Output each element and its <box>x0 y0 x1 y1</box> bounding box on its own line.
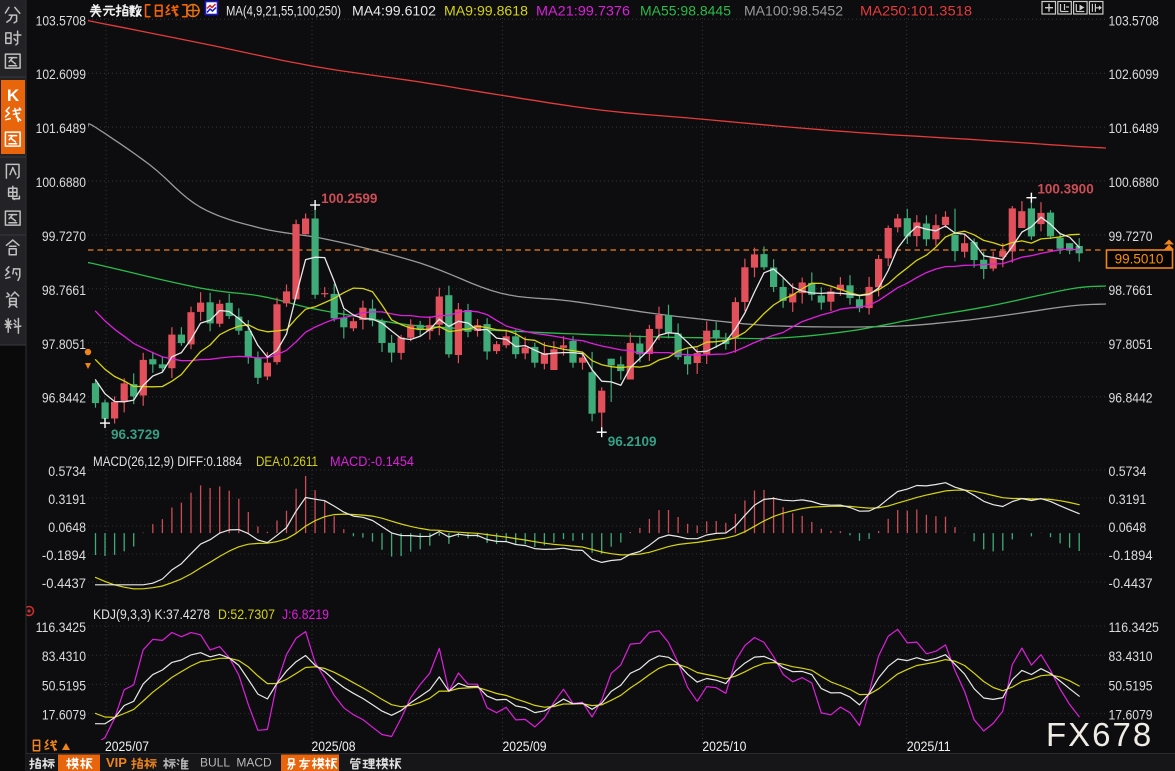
svg-text:96.3729: 96.3729 <box>111 427 160 442</box>
svg-text:2025/07: 2025/07 <box>105 738 149 754</box>
svg-text:MACD:-0.1454: MACD:-0.1454 <box>330 454 414 469</box>
svg-text:17.6079: 17.6079 <box>1109 708 1153 723</box>
svg-text:100.2599: 100.2599 <box>321 191 377 206</box>
svg-text:-0.4437: -0.4437 <box>42 576 86 591</box>
svg-text:DEA:0.2611: DEA:0.2611 <box>256 454 318 469</box>
svg-text:J:6.8219: J:6.8219 <box>282 607 329 622</box>
svg-text:96.2109: 96.2109 <box>608 434 657 449</box>
svg-text:50.5195: 50.5195 <box>1109 678 1153 693</box>
svg-text:96.8442: 96.8442 <box>1109 391 1153 406</box>
svg-text:103.5708: 103.5708 <box>1109 13 1159 28</box>
svg-text:100.6880: 100.6880 <box>36 175 86 190</box>
svg-text:MA9:99.8618: MA9:99.8618 <box>444 3 528 19</box>
svg-text:0.5734: 0.5734 <box>48 464 86 479</box>
svg-text:116.3425: 116.3425 <box>36 620 86 635</box>
svg-text:FX678: FX678 <box>1046 716 1153 753</box>
svg-text:-0.1894: -0.1894 <box>42 548 87 563</box>
svg-text:103.5708: 103.5708 <box>36 13 86 28</box>
svg-text:101.6489: 101.6489 <box>1109 121 1159 136</box>
svg-text:83.4310: 83.4310 <box>42 649 86 664</box>
svg-text:VIP: VIP <box>106 755 127 770</box>
svg-text:-0.1894: -0.1894 <box>1109 548 1154 563</box>
svg-text:50.5195: 50.5195 <box>42 678 86 693</box>
svg-text:BULL: BULL <box>200 756 230 770</box>
svg-text:0.5734: 0.5734 <box>1109 464 1147 479</box>
svg-text:98.7661: 98.7661 <box>1109 283 1153 298</box>
svg-text:96.8442: 96.8442 <box>42 391 86 406</box>
svg-text:0.0648: 0.0648 <box>1109 520 1147 535</box>
svg-text:102.6099: 102.6099 <box>1109 67 1159 82</box>
svg-text:97.8051: 97.8051 <box>1109 337 1153 352</box>
svg-text:99.5010: 99.5010 <box>1115 252 1164 267</box>
svg-text:100.3900: 100.3900 <box>1037 182 1093 197</box>
svg-text:MA55:98.8445: MA55:98.8445 <box>640 3 731 19</box>
svg-text:MA4:99.6102: MA4:99.6102 <box>352 3 436 19</box>
svg-text:102.6099: 102.6099 <box>36 67 86 82</box>
svg-text:2025/10: 2025/10 <box>702 738 746 754</box>
svg-text:2025/08: 2025/08 <box>312 738 356 754</box>
svg-text:0.3191: 0.3191 <box>1109 492 1147 507</box>
svg-text:MA(4,9,21,55,100,250): MA(4,9,21,55,100,250) <box>226 3 341 19</box>
svg-text:2025/11: 2025/11 <box>907 738 951 754</box>
svg-text:0.3191: 0.3191 <box>48 492 86 507</box>
svg-text:97.8051: 97.8051 <box>42 337 86 352</box>
svg-text:99.7270: 99.7270 <box>1109 229 1153 244</box>
svg-text:-0.4437: -0.4437 <box>1109 576 1153 591</box>
svg-text:17.6079: 17.6079 <box>42 708 86 723</box>
svg-text:KDJ(9,3,3) K:37.4278: KDJ(9,3,3) K:37.4278 <box>93 607 210 622</box>
svg-text:MACD(26,12,9) DIFF:0.1884: MACD(26,12,9) DIFF:0.1884 <box>93 454 242 469</box>
svg-text:MA100:98.5452: MA100:98.5452 <box>744 3 843 19</box>
svg-text:98.7661: 98.7661 <box>42 283 86 298</box>
svg-text:116.3425: 116.3425 <box>1109 620 1159 635</box>
svg-text:D:52.7307: D:52.7307 <box>218 607 275 622</box>
svg-text:MA250:101.3518: MA250:101.3518 <box>860 3 972 19</box>
svg-text:100.6880: 100.6880 <box>1109 175 1159 190</box>
svg-text:MA21:99.7376: MA21:99.7376 <box>536 3 630 19</box>
svg-text:0.0648: 0.0648 <box>48 520 86 535</box>
svg-text:83.4310: 83.4310 <box>1109 649 1153 664</box>
svg-text:99.7270: 99.7270 <box>42 229 86 244</box>
svg-text:101.6489: 101.6489 <box>36 121 86 136</box>
svg-text:MACD: MACD <box>236 756 272 770</box>
svg-text:K: K <box>7 86 20 105</box>
svg-text:2025/09: 2025/09 <box>503 738 547 754</box>
